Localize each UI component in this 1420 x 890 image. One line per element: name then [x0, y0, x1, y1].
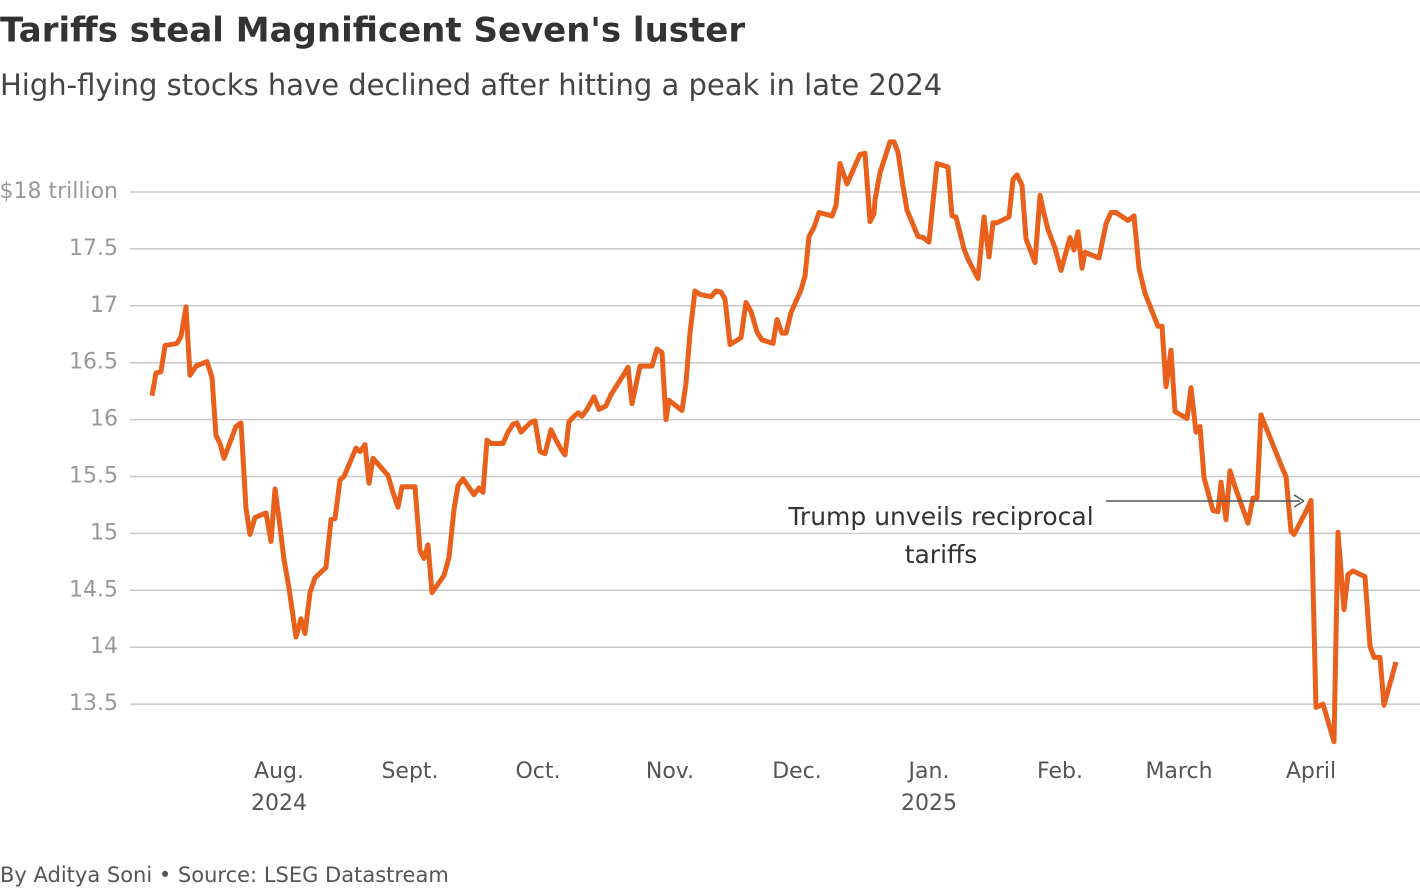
- y-tick-label: 15: [90, 520, 118, 545]
- y-tick-label: 14: [90, 634, 118, 659]
- x-year-label: 2025: [901, 791, 957, 816]
- y-tick-label: 16.5: [69, 350, 118, 375]
- y-tick-label: $18 trillion: [0, 179, 118, 204]
- x-tick-label: March: [1145, 759, 1212, 784]
- x-tick-label: Aug.: [254, 759, 304, 784]
- y-tick-label: 13.5: [69, 691, 118, 716]
- y-tick-label: 14.5: [69, 577, 118, 602]
- annotation-arrowhead: [1293, 494, 1305, 508]
- y-tick-label: 17.5: [69, 236, 118, 261]
- annotation-text: tariffs: [905, 540, 978, 569]
- x-year-label: 2024: [251, 791, 307, 816]
- data-line: [149, 139, 1399, 745]
- chart-title: Tariffs steal Magnificent Seven's luster: [0, 11, 745, 51]
- x-tick-label: Dec.: [772, 759, 822, 784]
- source: By Aditya Soni • Source: LSEG Datastream: [0, 863, 449, 887]
- x-tick-label: Oct.: [515, 759, 560, 784]
- chart-subtitle: High-flying stocks have declined after h…: [0, 68, 942, 102]
- x-tick-label: Sept.: [381, 759, 438, 784]
- x-tick-label: Nov.: [646, 759, 694, 784]
- x-tick-label: Jan.: [907, 759, 950, 784]
- y-tick-label: 16: [90, 407, 118, 432]
- x-tick-label: Feb.: [1037, 759, 1083, 784]
- plot: Trump unveils reciprocal tariffs: [149, 139, 1399, 745]
- y-tick-label: 17: [90, 293, 118, 318]
- grid: $18 trillion 17.5 17 16.5 16 15.5 15 14.5 14 13.5…: [0, 179, 1420, 816]
- annotation-text: Trump unveils reciprocal: [787, 502, 1093, 531]
- x-tick-label: April: [1286, 759, 1336, 784]
- y-tick-label: 15.5: [69, 464, 118, 489]
